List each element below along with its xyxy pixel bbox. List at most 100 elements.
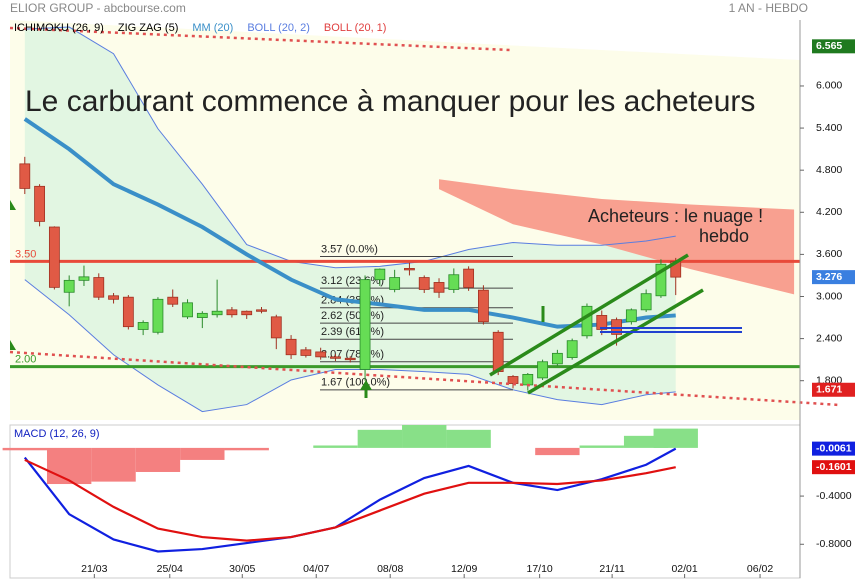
candle-body	[78, 276, 90, 281]
x-tick-label: 21/03	[81, 563, 107, 575]
x-tick-label: 30/05	[229, 563, 255, 575]
channel-line	[489, 253, 689, 377]
macd-histogram-bar	[653, 428, 698, 448]
candle-body	[182, 302, 193, 318]
macd-histogram-bar	[46, 447, 92, 485]
mm-line	[23, 117, 676, 329]
candle-body	[211, 310, 223, 316]
candle-body	[537, 361, 548, 379]
candle-body	[122, 296, 134, 328]
x-tick-label: 21/11	[599, 563, 625, 575]
candle-body	[640, 293, 652, 311]
boll-lower	[24, 279, 676, 413]
legend-entry: ICHIMOKU (26, 9)	[14, 22, 104, 34]
candle-body	[241, 310, 253, 316]
y-tick-label: -0.4000	[816, 490, 852, 502]
candle-body	[507, 376, 519, 384]
candle-body	[152, 298, 164, 333]
macd-histogram-bar	[446, 429, 491, 448]
x-tick-label: 02/01	[671, 563, 697, 575]
legend-entry: BOLL (20, 1)	[324, 22, 387, 34]
price-tag-label: -0.0061	[816, 442, 852, 454]
price-tag-label: 1.671	[816, 384, 842, 396]
x-tick-label: 17/10	[526, 563, 552, 575]
candle-body	[315, 351, 327, 358]
macd-histogram-bar	[91, 447, 136, 482]
candle-body	[404, 268, 415, 271]
arrow	[360, 380, 372, 390]
macd-histogram-bar	[579, 445, 624, 448]
macd-histogram-bar	[224, 447, 269, 451]
annotation: hebdo	[699, 226, 749, 246]
y-tick-label: -0.8000	[816, 538, 852, 550]
boll-upper	[24, 26, 676, 269]
legend-entry: ZIG ZAG (5)	[118, 22, 179, 34]
candle-body	[167, 296, 179, 305]
x-tick-label: 08/08	[377, 563, 403, 575]
candle-body	[93, 277, 105, 298]
candle-body	[196, 312, 208, 318]
macd-histogram-bar	[357, 429, 403, 448]
y-tick-label: 4.800	[816, 164, 842, 176]
fib-label: 3.57 (0.0%)	[321, 243, 378, 255]
candle-body	[389, 277, 401, 290]
x-tick-label: 04/07	[303, 563, 329, 575]
channel-line	[527, 288, 704, 395]
header-period: 1 AN - HEBDO	[729, 1, 808, 15]
candle-body	[522, 373, 534, 386]
macd-histogram-bar	[313, 445, 358, 448]
candle-body	[226, 309, 238, 316]
macd-histogram-bar	[535, 447, 580, 456]
fib-label: 2.39 (61.8%)	[321, 326, 384, 338]
y-tick-label: 3.600	[816, 248, 842, 260]
fib-label: 1.67 (100.0%)	[321, 377, 390, 389]
price-tag	[812, 382, 855, 397]
candle-body	[566, 340, 578, 358]
candle-body	[374, 268, 386, 281]
candle-body	[63, 279, 75, 293]
candle-body	[34, 185, 45, 222]
candle-body	[330, 356, 341, 359]
candle-body	[19, 163, 31, 189]
cloud-span	[10, 20, 800, 60]
header-title: ELIOR GROUP - abcbourse.com	[10, 1, 186, 15]
candle-body	[596, 315, 608, 330]
level-label: 3.50	[15, 248, 36, 260]
y-tick-label: 2.400	[816, 332, 842, 344]
y-tick-label: 4.200	[816, 206, 842, 218]
candle-body	[270, 316, 282, 339]
candle-body	[285, 338, 297, 356]
candle-body	[463, 268, 475, 288]
candle-body	[300, 349, 312, 356]
macd-title: MACD (12, 26, 9)	[14, 428, 100, 440]
price-tag-label: 3.276	[816, 271, 842, 283]
macd-line	[23, 447, 677, 553]
macd-line	[24, 458, 676, 542]
x-tick-label: 25/04	[157, 563, 183, 575]
drawings	[9, 26, 841, 407]
price-tag	[812, 460, 855, 475]
arrow	[10, 200, 16, 210]
price-tag	[812, 441, 855, 456]
candle-body	[625, 309, 637, 323]
y-tick-label: 3.000	[816, 290, 842, 302]
price-tag	[812, 39, 855, 54]
price-tag-label: -0.1601	[816, 461, 852, 473]
candle-body	[137, 322, 149, 330]
macd-histogram-bar	[180, 447, 225, 460]
annotation: Acheteurs : le nuage !	[588, 206, 763, 226]
annotation: Le carburant commence à manquer pour les…	[25, 85, 755, 118]
price-tag-label: 6.565	[816, 40, 842, 52]
candle-body	[581, 305, 593, 337]
candle-body	[256, 309, 267, 312]
level-label: 2.00	[15, 354, 36, 366]
arrow	[10, 340, 16, 350]
ichimoku-cloud	[439, 179, 795, 295]
x-tick-label: 12/09	[451, 563, 477, 575]
candle-body	[448, 274, 460, 290]
macd-histogram-bar	[402, 425, 447, 448]
candle-body	[551, 352, 563, 365]
candle-body	[492, 331, 504, 372]
fib-label: 2.62 (50.0%)	[321, 310, 384, 322]
